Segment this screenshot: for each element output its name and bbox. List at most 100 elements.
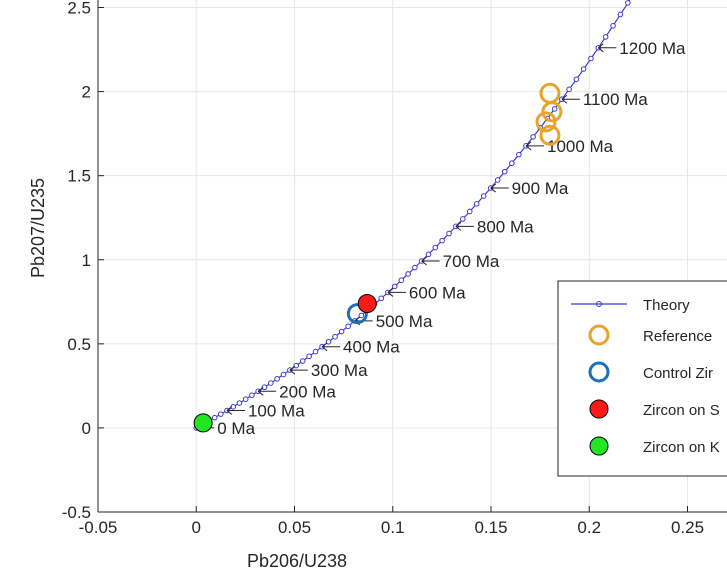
theory-point xyxy=(332,333,338,340)
theory-point xyxy=(480,193,487,199)
age-tick-arrow xyxy=(561,98,568,104)
theory-point xyxy=(405,271,411,277)
age-tick-arrow xyxy=(525,145,532,151)
theory-point xyxy=(466,208,473,215)
age-tick-arrow xyxy=(321,346,328,352)
y-tick-label: 0 xyxy=(82,419,91,438)
age-tick-arrow xyxy=(455,225,462,231)
age-tick-arrow xyxy=(597,47,604,53)
y-tick-label: 2 xyxy=(82,83,91,102)
x-tick-label: -0.05 xyxy=(79,518,118,537)
age-tick-arrow xyxy=(387,292,394,297)
age-label: 600 Ma xyxy=(409,283,466,302)
age-tick-arrow xyxy=(455,221,462,227)
age-tick-arrow xyxy=(490,187,496,193)
data-point-control-zir xyxy=(346,303,368,325)
age-tick-arrow xyxy=(597,43,604,49)
theory-point xyxy=(358,312,365,319)
legend-zircon-k-marker xyxy=(589,436,609,456)
theory-point xyxy=(306,353,312,360)
legend-zircon-s-marker xyxy=(589,399,609,419)
theory-point xyxy=(412,264,418,271)
theory-point xyxy=(566,86,572,93)
x-axis-label: Pb206/U238 xyxy=(247,551,347,571)
age-label: 300 Ma xyxy=(311,361,368,380)
age-label: 1200 Ma xyxy=(619,39,686,58)
age-label: 900 Ma xyxy=(512,179,569,198)
age-tick-arrow xyxy=(226,410,233,415)
age-tick-arrow xyxy=(525,141,532,147)
legend-label-zircon-k: Zircon on K xyxy=(643,439,720,456)
age-tick-arrow xyxy=(421,256,427,262)
theory-point xyxy=(217,411,224,417)
theory-point xyxy=(501,168,508,175)
data-point-zircon-on-k xyxy=(193,413,213,433)
theory-point xyxy=(391,283,398,290)
age-tick-arrow xyxy=(387,288,394,293)
y-tick-label: 1.5 xyxy=(67,167,91,186)
age-tick-arrow xyxy=(321,342,328,348)
theory-point xyxy=(617,11,624,18)
theory-point xyxy=(439,237,445,244)
y-tick-label: -0.5 xyxy=(62,503,91,522)
theory-point xyxy=(580,66,587,72)
legend-label-theory: Theory xyxy=(643,297,690,314)
theory-point xyxy=(261,384,268,391)
data-point-reference xyxy=(539,124,561,146)
age-tick-arrow xyxy=(421,260,427,266)
theory-point xyxy=(325,338,332,345)
age-tick-arrow xyxy=(226,406,233,411)
theory-point xyxy=(398,277,405,284)
age-tick-arrow xyxy=(257,386,264,392)
y-tick-label: 1 xyxy=(82,251,91,270)
data-point-reference xyxy=(535,111,557,133)
legend-control-marker xyxy=(588,361,610,383)
data-point-reference xyxy=(541,101,563,123)
age-label: 1000 Ma xyxy=(547,137,614,156)
theory-point xyxy=(242,396,249,403)
theory-point xyxy=(267,380,274,386)
theory-point xyxy=(610,22,616,29)
y-axis-label: Pb207/U235 xyxy=(28,178,48,278)
y-tick-labels: -0.5 0 0.5 1 1.5 2 2.5 xyxy=(62,0,91,522)
axes xyxy=(97,0,727,513)
theory-point xyxy=(338,328,345,335)
legend-label-reference: Reference xyxy=(643,328,712,345)
theory-point xyxy=(425,251,432,258)
theory-point xyxy=(573,76,580,83)
x-tick-label: 0.1 xyxy=(381,518,405,537)
data-point-zircon-on-s xyxy=(357,293,377,313)
theory-point xyxy=(551,106,558,112)
age-label: 1100 Ma xyxy=(583,90,648,109)
legend-theory-marker xyxy=(596,301,602,307)
age-label: 100 Ma xyxy=(248,402,305,421)
age-tick-arrow xyxy=(289,369,296,375)
theory-point xyxy=(473,201,480,207)
x-tick-label: 0.05 xyxy=(278,518,311,537)
theory-point xyxy=(280,371,287,378)
theory-point xyxy=(274,376,280,382)
theory-point xyxy=(459,216,466,222)
theory-point xyxy=(293,362,300,369)
theory-point xyxy=(508,160,515,167)
theory-point xyxy=(249,392,255,399)
age-tick-arrow xyxy=(354,316,361,322)
age-tick-arrow xyxy=(561,94,568,100)
theory-point xyxy=(588,55,594,62)
theory-point xyxy=(236,400,243,406)
theory-point xyxy=(516,151,522,158)
x-tick-label: 0.15 xyxy=(474,518,507,537)
age-label: 400 Ma xyxy=(343,338,400,357)
x-tick-label: 0.2 xyxy=(577,518,601,537)
legend-box xyxy=(557,280,727,477)
theory-point xyxy=(312,348,319,355)
age-tick-arrow xyxy=(289,365,296,371)
theory-point xyxy=(530,134,536,140)
legend-reference-marker xyxy=(588,324,610,346)
theory-point xyxy=(625,0,631,6)
age-label: 0 Ma xyxy=(217,419,255,438)
theory-point xyxy=(494,177,501,183)
x-tick-label: 0 xyxy=(192,518,201,537)
